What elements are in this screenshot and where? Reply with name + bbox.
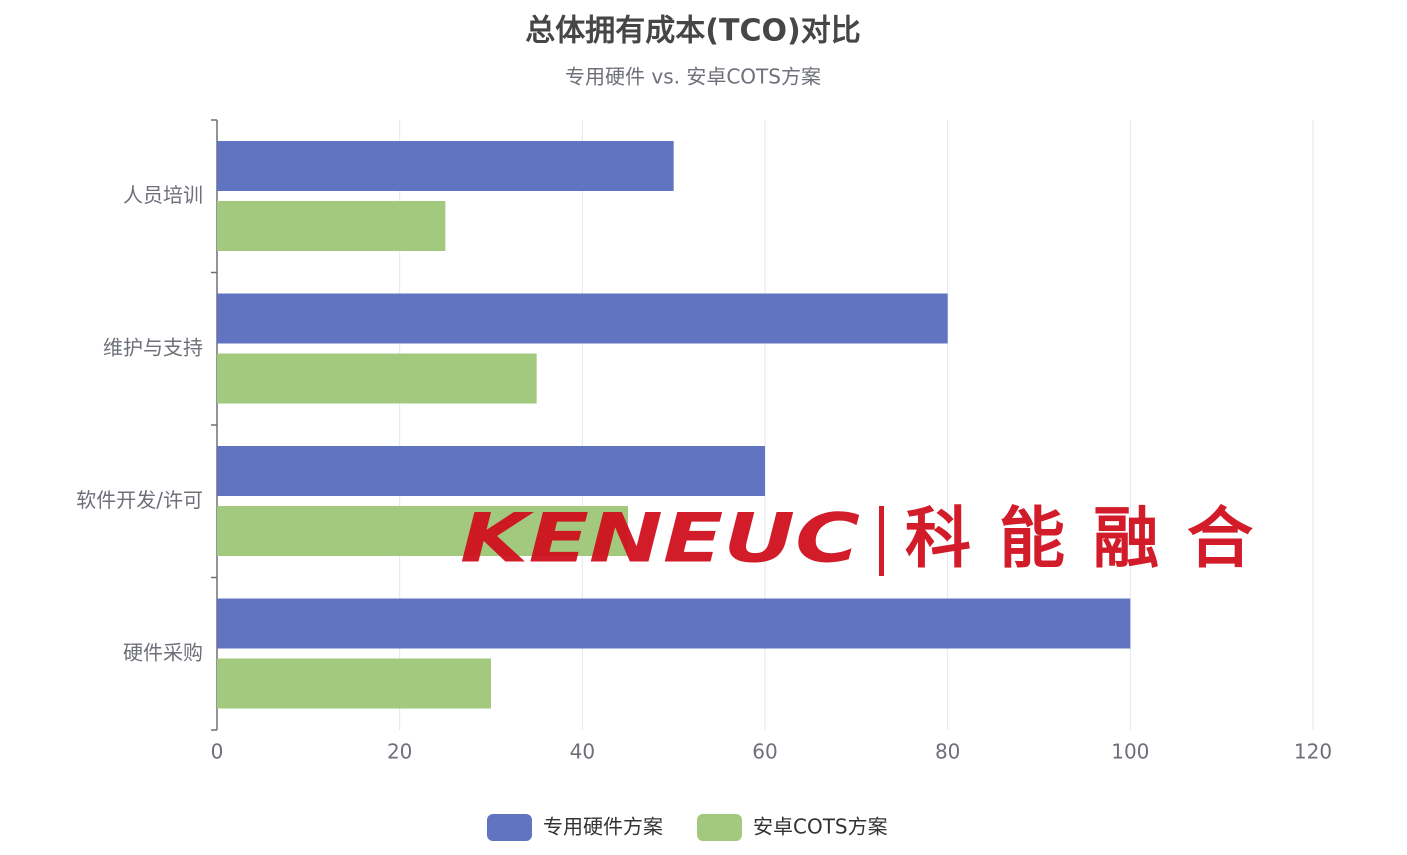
y-tick-label: 维护与支持 xyxy=(103,335,203,359)
y-tick-label: 硬件采购 xyxy=(123,640,203,664)
bar xyxy=(217,141,674,191)
chart-subtitle: 专用硬件 vs. 安卓COTS方案 xyxy=(565,65,821,89)
bar xyxy=(217,598,1131,649)
x-tick-label: 40 xyxy=(570,740,595,764)
x-tick-label: 20 xyxy=(387,740,412,764)
bar xyxy=(217,201,446,251)
x-tick-label: 80 xyxy=(935,740,960,764)
legend-swatch xyxy=(487,814,532,841)
chart-title: 总体拥有成本(TCO)对比 xyxy=(525,14,860,49)
x-tick-label: 60 xyxy=(752,740,777,764)
legend-label: 安卓COTS方案 xyxy=(753,815,888,839)
bar xyxy=(217,293,948,344)
bar xyxy=(217,506,628,556)
watermark-brand: KENEUC xyxy=(460,500,860,579)
legend-label: 专用硬件方案 xyxy=(543,815,663,839)
watermark-name: 科能融合 xyxy=(905,500,1281,577)
plot-area: 0 20 40 60 80 100 120 硬件采购 软件开发/许可 维护与支持 人员培训专用硬件方… xyxy=(76,119,1332,841)
bar xyxy=(217,446,765,496)
legend-swatch xyxy=(697,814,742,841)
x-tick-label: 0 xyxy=(211,740,224,764)
y-tick-label: 人员培训 xyxy=(123,183,203,207)
bar xyxy=(217,658,491,709)
x-tick-label: 120 xyxy=(1294,740,1332,764)
watermark: KENEUC 科能融合 xyxy=(460,500,1281,579)
x-tick-label: 100 xyxy=(1111,740,1149,764)
y-tick-label: 软件开发/许可 xyxy=(76,488,203,512)
bar xyxy=(217,353,537,404)
watermark-divider xyxy=(879,506,884,576)
